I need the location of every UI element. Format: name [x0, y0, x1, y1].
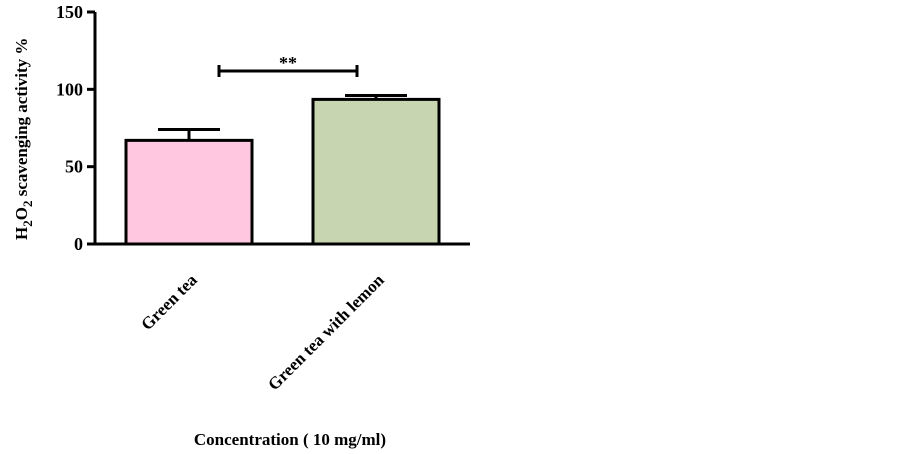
y-axis-title-sub2: 2 [20, 201, 35, 208]
y-tick-label: 150 [56, 2, 83, 22]
y-axis-title-sub1: 2 [20, 220, 35, 227]
y-tick-label: 50 [65, 157, 83, 177]
sig-label: ** [279, 53, 297, 73]
x-tick-label: Green tea [137, 270, 201, 334]
y-axis-title-h: H [12, 227, 31, 240]
bar [124, 138, 254, 246]
y-axis-title-rest: scavenging activity % [12, 38, 31, 201]
y-tick-label: 0 [74, 234, 83, 254]
y-axis: 0 50 100 150 [56, 2, 97, 254]
bars [124, 94, 441, 246]
y-axis-title: H2O2 scavenging activity % [12, 38, 35, 240]
x-axis-title: Concentration ( 10 mg/ml) [194, 430, 386, 449]
x-axis: Green tea Green tea with lemon [93, 242, 470, 394]
y-axis-title-o: O [12, 207, 31, 220]
bar [311, 97, 441, 246]
y-tick-label: 100 [56, 79, 83, 99]
significance-bracket: ** [217, 53, 359, 77]
x-tick-label: Green tea with lemon [264, 270, 388, 394]
